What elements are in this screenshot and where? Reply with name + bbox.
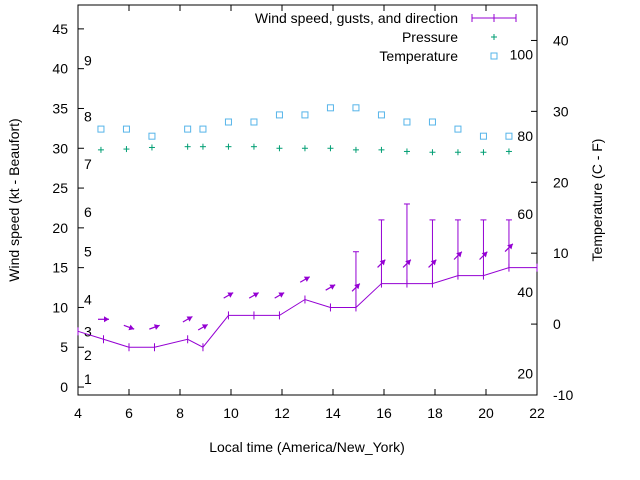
x-axis-label: Local time (America/New_York) (209, 439, 405, 455)
wind-arrow-head (186, 316, 193, 322)
x-tick-label: 16 (376, 405, 392, 421)
gust-bars (352, 203, 512, 308)
wind-arrow-head (430, 259, 437, 266)
beaufort-label: 9 (84, 53, 92, 69)
beaufort-label: 6 (84, 204, 92, 220)
beaufort-label: 7 (84, 156, 92, 172)
temperature-point (224, 118, 232, 126)
temperature-point (122, 125, 130, 133)
beaufort-label: 1 (84, 371, 92, 387)
fahrenheit-label: 40 (517, 284, 533, 300)
temperature-point (250, 118, 258, 126)
x-tick-label: 10 (223, 405, 239, 421)
y2-tick-label: 30 (553, 103, 569, 119)
beaufort-label: 4 (84, 291, 92, 307)
y-tick-label: 40 (52, 61, 68, 77)
beaufort-labels: 1 2 3 4 5 6 7 8 9 (84, 53, 92, 387)
wind-arrow-head (252, 292, 259, 298)
y-tick-label: 35 (52, 100, 68, 116)
temperature-point (377, 111, 385, 119)
y-tick-label: 10 (52, 299, 68, 315)
y-tick-label: 5 (60, 339, 68, 355)
legend-label: Pressure (402, 29, 458, 45)
temperature-point (403, 118, 411, 126)
y2-tick-label: 10 (553, 245, 569, 261)
temperature-point (479, 132, 487, 140)
y2-tick-label: 0 (553, 316, 561, 332)
y-axis-label: Wind speed (kt - Beaufort) (6, 118, 22, 281)
y-tick-label: 25 (52, 180, 68, 196)
x-tick-label: 14 (325, 405, 341, 421)
wind-arrow-head (227, 292, 234, 298)
x-tick-label: 4 (74, 405, 82, 421)
y-tick-label: 45 (52, 21, 68, 37)
temperature-point (352, 104, 360, 112)
y2-axis-label: Temperature (C - F) (589, 139, 605, 262)
pressure-series (97, 143, 512, 156)
temperature-point (301, 111, 309, 119)
wind-direction-arrows (98, 243, 514, 331)
legend-label: Wind speed, gusts, and direction (255, 10, 458, 26)
temperature-point (326, 104, 334, 112)
x-tick-label: 18 (427, 405, 443, 421)
fahrenheit-label: 20 (517, 366, 533, 382)
temperature-point (148, 132, 156, 140)
wind-arrow-head (278, 292, 285, 298)
beaufort-label: 5 (84, 244, 92, 260)
wind-arrow-head (379, 259, 386, 266)
legend-swatch-temperature (490, 52, 498, 60)
beaufort-label: 8 (84, 108, 92, 124)
temperature-point (428, 118, 436, 126)
wind-arrow-head (354, 283, 360, 290)
y-tick-label: 20 (52, 220, 68, 236)
y-tick-label: 30 (52, 140, 68, 156)
wind-arrow-head (104, 316, 109, 323)
wind-arrow-head (456, 251, 462, 258)
x-tick-label: 22 (529, 405, 545, 421)
wind-arrow-head (329, 284, 336, 290)
y2-tick-label: -10 (553, 387, 573, 403)
beaufort-label: 2 (84, 347, 92, 363)
plot-frame-group (77, 4, 538, 396)
temperature-point (505, 132, 513, 140)
wind-series (77, 263, 538, 352)
temperature-point (97, 125, 105, 133)
y2-tick-label: 40 (553, 32, 569, 48)
beaufort-label: 3 (84, 323, 92, 339)
temperature-point (199, 125, 207, 133)
x-tick-label: 12 (274, 405, 290, 421)
fahrenheit-labels: 20 40 60 80 100 (510, 47, 534, 382)
y-tick-label: 0 (60, 379, 68, 395)
x-tick-label: 20 (478, 405, 494, 421)
fahrenheit-label: 100 (510, 47, 534, 63)
y2-tick-label: 20 (553, 174, 569, 190)
fahrenheit-label: 80 (517, 128, 533, 144)
plot-frame (77, 4, 538, 396)
wind-arrow-head (201, 324, 208, 330)
axis-ticks: 4 6 8 10 12 14 16 18 20 22051015202530354045-1001… (52, 5, 573, 421)
temperature-point (184, 125, 192, 133)
y-tick-label: 15 (52, 260, 68, 276)
temperature-point (454, 125, 462, 133)
wind-arrow-head (481, 251, 488, 258)
wind-arrow-head (405, 259, 411, 266)
wind-arrow-head (507, 243, 513, 250)
temperature-series (97, 104, 513, 140)
x-tick-label: 6 (125, 405, 133, 421)
legend: Wind speed, gusts, and direction Pressure… (255, 10, 517, 64)
fahrenheit-label: 60 (517, 206, 533, 222)
wind-arrow-head (303, 276, 310, 282)
wind-arrow-head (153, 324, 160, 330)
legend-label: Temperature (379, 48, 458, 64)
wind-arrow-head (128, 324, 135, 331)
temperature-point (275, 111, 283, 119)
x-tick-label: 8 (176, 405, 184, 421)
